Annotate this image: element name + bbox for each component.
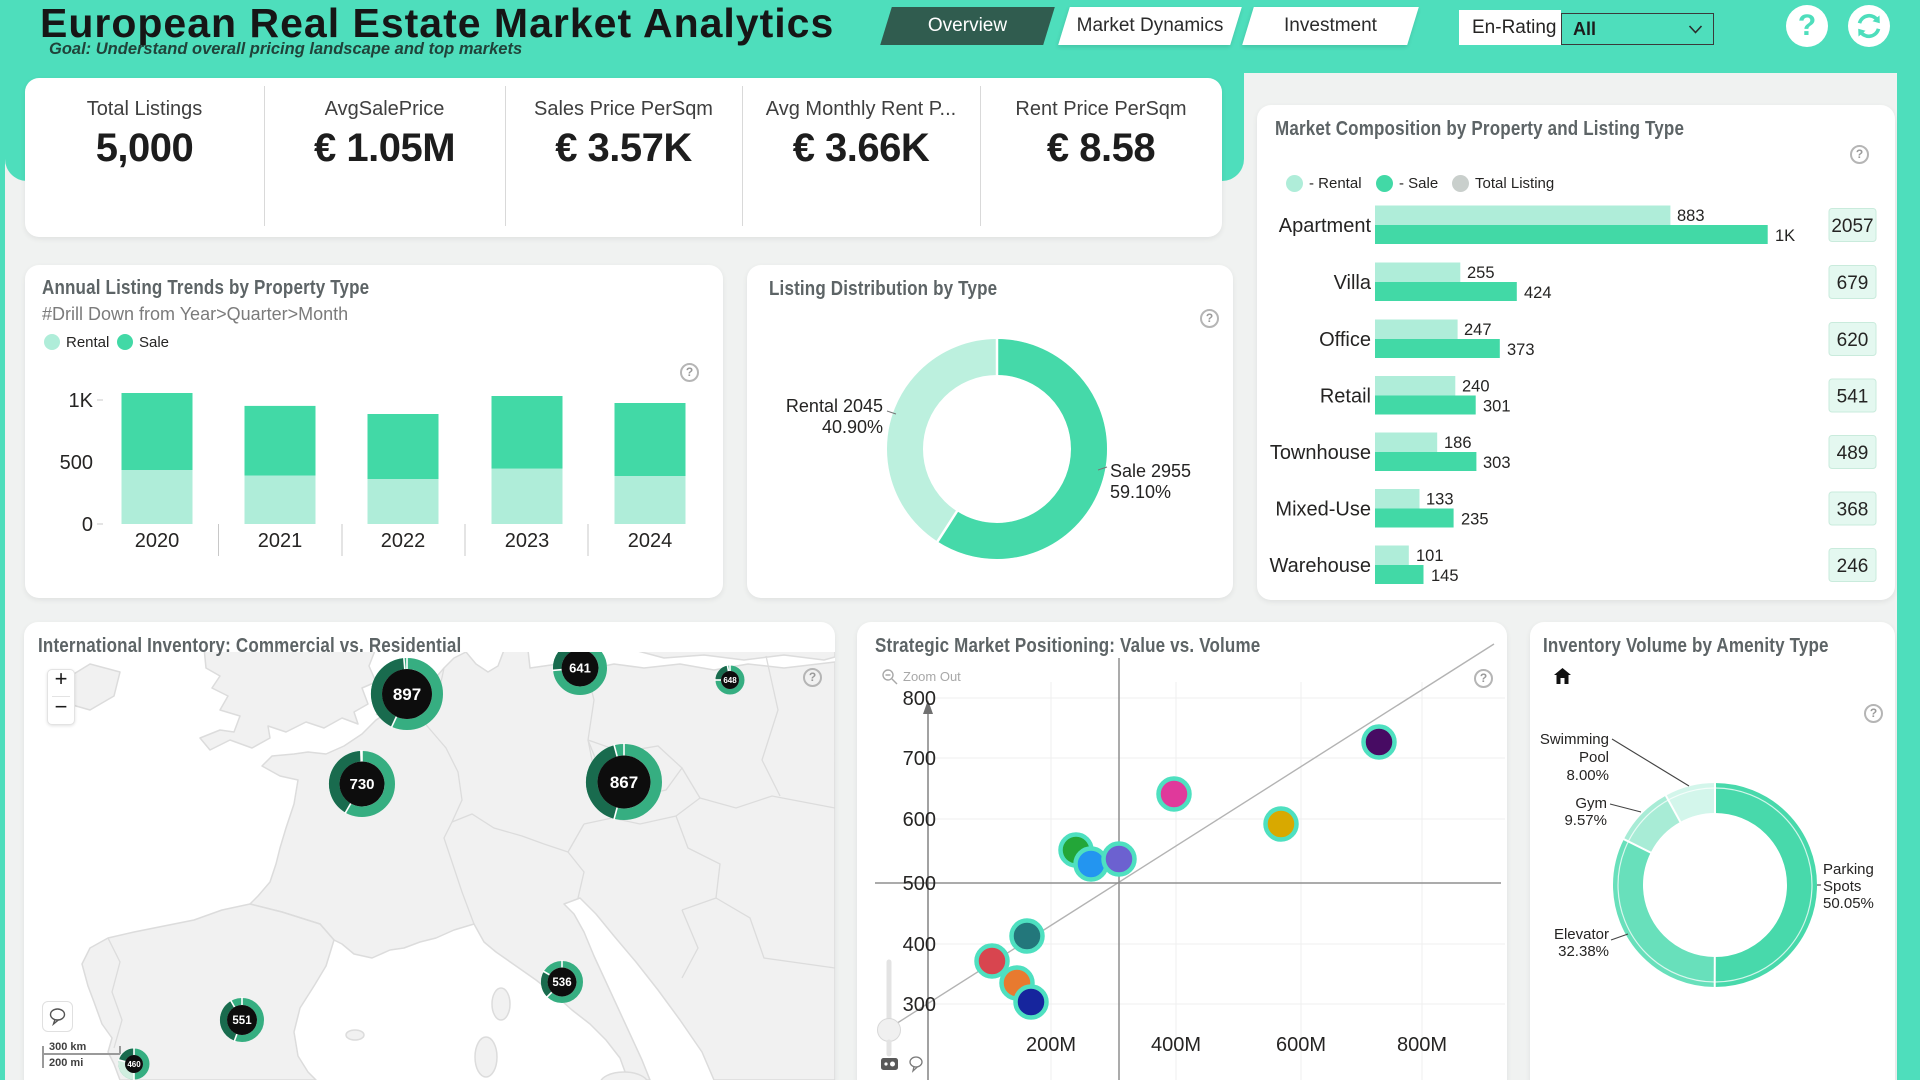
svg-text:246: 246 xyxy=(1837,556,1869,577)
svg-text:301: 301 xyxy=(1483,398,1511,416)
svg-text:679: 679 xyxy=(1837,273,1869,294)
svg-text:Mixed-Use: Mixed-Use xyxy=(1275,499,1371,521)
svg-text:620: 620 xyxy=(1837,330,1869,351)
svg-text:2057: 2057 xyxy=(1831,216,1873,237)
svg-text:373: 373 xyxy=(1507,341,1535,359)
svg-text:Villa: Villa xyxy=(1334,272,1372,294)
svg-text:1K: 1K xyxy=(1775,227,1795,245)
svg-text:Warehouse: Warehouse xyxy=(1269,555,1371,577)
svg-text:300: 300 xyxy=(903,994,936,1016)
svg-text:Office: Office xyxy=(1319,329,1371,351)
svg-text:1K: 1K xyxy=(69,390,94,412)
svg-text:300 km: 300 km xyxy=(49,1041,87,1053)
svg-text:59.10%: 59.10% xyxy=(1110,482,1171,502)
svg-text:600M: 600M xyxy=(1276,1034,1326,1056)
svg-text:255: 255 xyxy=(1467,264,1495,282)
svg-text:50.05%: 50.05% xyxy=(1823,895,1874,912)
svg-text:186: 186 xyxy=(1444,434,1472,452)
svg-text:648: 648 xyxy=(723,676,737,685)
svg-text:2020: 2020 xyxy=(135,530,180,552)
svg-text:883: 883 xyxy=(1677,207,1705,225)
svg-text:Gym: Gym xyxy=(1575,795,1607,812)
svg-text:897: 897 xyxy=(393,685,421,704)
svg-text:235: 235 xyxy=(1461,511,1489,529)
svg-text:Swimming: Swimming xyxy=(1540,731,1609,748)
svg-text:40.90%: 40.90% xyxy=(822,417,883,437)
svg-text:9.57%: 9.57% xyxy=(1564,812,1607,829)
svg-text:Apartment: Apartment xyxy=(1279,215,1372,237)
svg-text:700: 700 xyxy=(903,748,936,770)
svg-text:2024: 2024 xyxy=(628,530,673,552)
svg-text:368: 368 xyxy=(1837,500,1869,521)
svg-text:600: 600 xyxy=(903,809,936,831)
svg-text:200M: 200M xyxy=(1026,1034,1076,1056)
svg-text:641: 641 xyxy=(569,661,591,676)
svg-text:400: 400 xyxy=(903,934,936,956)
svg-text:145: 145 xyxy=(1431,567,1459,585)
svg-text:460: 460 xyxy=(127,1060,141,1069)
svg-text:800: 800 xyxy=(903,688,936,710)
svg-text:Sale 2955: Sale 2955 xyxy=(1110,461,1191,481)
svg-text:247: 247 xyxy=(1464,321,1492,339)
svg-text:8.00%: 8.00% xyxy=(1566,767,1609,784)
svg-text:2023: 2023 xyxy=(505,530,550,552)
svg-text:400M: 400M xyxy=(1151,1034,1201,1056)
svg-text:536: 536 xyxy=(552,977,571,989)
svg-text:2021: 2021 xyxy=(258,530,303,552)
svg-text:240: 240 xyxy=(1462,378,1490,396)
svg-text:500: 500 xyxy=(903,873,936,895)
svg-text:32.38%: 32.38% xyxy=(1558,943,1609,960)
svg-text:Parking: Parking xyxy=(1823,861,1874,878)
svg-text:Zoom Out: Zoom Out xyxy=(903,669,961,684)
svg-text:541: 541 xyxy=(1837,387,1869,408)
svg-text:489: 489 xyxy=(1837,443,1869,464)
svg-text:Spots: Spots xyxy=(1823,878,1861,895)
svg-text:Pool: Pool xyxy=(1579,749,1609,766)
svg-text:0: 0 xyxy=(82,514,93,536)
svg-text:730: 730 xyxy=(349,776,374,793)
svg-text:Retail: Retail xyxy=(1320,386,1371,408)
svg-text:200 mi: 200 mi xyxy=(49,1057,83,1069)
svg-text:500: 500 xyxy=(60,452,93,474)
svg-text:101: 101 xyxy=(1416,547,1444,565)
svg-text:867: 867 xyxy=(610,773,638,792)
svg-text:424: 424 xyxy=(1524,284,1552,302)
svg-text:Elevator: Elevator xyxy=(1554,926,1609,943)
svg-text:2022: 2022 xyxy=(381,530,426,552)
svg-text:Rental 2045: Rental 2045 xyxy=(786,396,883,416)
svg-text:133: 133 xyxy=(1426,491,1454,509)
svg-text:Townhouse: Townhouse xyxy=(1270,442,1371,464)
svg-text:303: 303 xyxy=(1483,454,1511,472)
svg-text:800M: 800M xyxy=(1397,1034,1447,1056)
svg-text:551: 551 xyxy=(232,1015,252,1027)
